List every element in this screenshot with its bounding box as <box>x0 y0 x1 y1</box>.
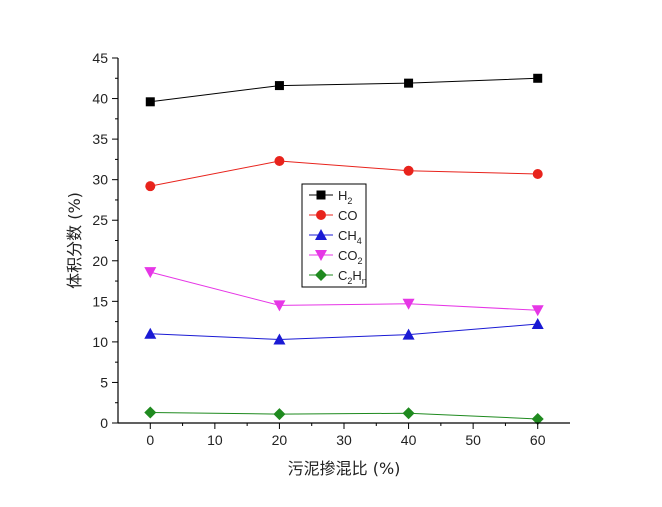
x-axis-title: 污泥掺混比 (%) <box>288 459 401 478</box>
data-point <box>144 406 157 419</box>
data-point <box>404 78 414 88</box>
y-axis-title: 体积分数 (%) <box>65 192 84 289</box>
legend-label-main: CO <box>338 248 358 263</box>
legend-label: C2Hn <box>338 268 367 286</box>
legend-item: C2Hn <box>309 268 367 286</box>
legend-label: CH4 <box>338 228 362 246</box>
data-point <box>531 305 544 317</box>
legend-label-sub: n <box>362 276 367 286</box>
data-point <box>274 81 284 91</box>
legend-label: CO <box>338 208 358 223</box>
x-tick-label: 20 <box>272 432 288 448</box>
data-point <box>532 168 543 179</box>
legend-label-main: CH <box>338 228 357 243</box>
series-line <box>150 77 538 103</box>
y-tick-label: 35 <box>92 131 108 147</box>
legend-marker <box>315 229 327 240</box>
y-tick-label: 30 <box>92 172 108 188</box>
series-layer <box>144 73 544 425</box>
y-tick-label: 10 <box>92 334 108 350</box>
data-point <box>145 97 155 107</box>
legend-item: CO2 <box>309 248 363 266</box>
x-tick-label: 30 <box>336 432 352 448</box>
data-point <box>144 327 157 339</box>
data-point <box>403 165 414 176</box>
x-tick-label: 40 <box>401 432 417 448</box>
legend-label-main: CO <box>338 208 358 223</box>
series-h2 <box>145 73 543 107</box>
legend-label-sub: 4 <box>357 236 362 246</box>
legend-item: H2 <box>309 188 352 206</box>
series-c2hn <box>144 406 544 425</box>
data-point <box>144 267 157 279</box>
axes-layer: 0 10 20 30 40 50 60 0 5 10 15 20 25 30 35 40 45 <box>92 50 570 448</box>
y-tick-label: 0 <box>100 415 108 431</box>
y-tick-label: 20 <box>92 253 108 269</box>
series-co2 <box>144 267 544 317</box>
series-line <box>150 411 538 420</box>
legend-marker <box>315 269 327 281</box>
legend-item: CO <box>309 208 358 223</box>
data-point <box>531 412 544 425</box>
legend-label-main: H <box>338 188 347 203</box>
data-point <box>402 328 415 340</box>
legend-label-sub: 2 <box>358 256 363 266</box>
y-tick-label: 45 <box>92 50 108 66</box>
y-tick-label: 15 <box>92 293 108 309</box>
data-point <box>273 300 286 312</box>
data-point <box>531 318 544 330</box>
legend-label-main: H <box>352 268 361 283</box>
y-tick-label: 40 <box>92 91 108 107</box>
data-point <box>402 298 415 310</box>
series-co <box>145 156 543 192</box>
data-point <box>533 73 543 83</box>
x-tick-label: 50 <box>465 432 481 448</box>
x-tick-label: 10 <box>207 432 223 448</box>
data-point <box>273 333 286 345</box>
series-ch4 <box>144 318 544 345</box>
data-point <box>145 181 156 192</box>
series-line <box>150 160 538 187</box>
data-point <box>402 407 415 420</box>
legend-marker <box>316 190 326 200</box>
legend-marker <box>315 250 327 261</box>
legend-marker <box>316 210 326 220</box>
legend-label: H2 <box>338 188 352 206</box>
x-tick-label: 0 <box>146 432 154 448</box>
series-line <box>150 323 538 340</box>
legend-label-sub: 2 <box>347 196 352 206</box>
legend-label: CO2 <box>338 248 363 266</box>
y-tick-label: 5 <box>100 374 108 390</box>
data-point <box>274 156 285 167</box>
legend-label-sub: 2 <box>347 276 352 286</box>
data-point <box>273 408 286 421</box>
y-tick-label: 25 <box>92 212 108 228</box>
x-tick-label: 60 <box>530 432 546 448</box>
series-line <box>150 271 538 311</box>
legend-item: CH4 <box>309 228 362 246</box>
legend-label-main: C <box>338 268 347 283</box>
